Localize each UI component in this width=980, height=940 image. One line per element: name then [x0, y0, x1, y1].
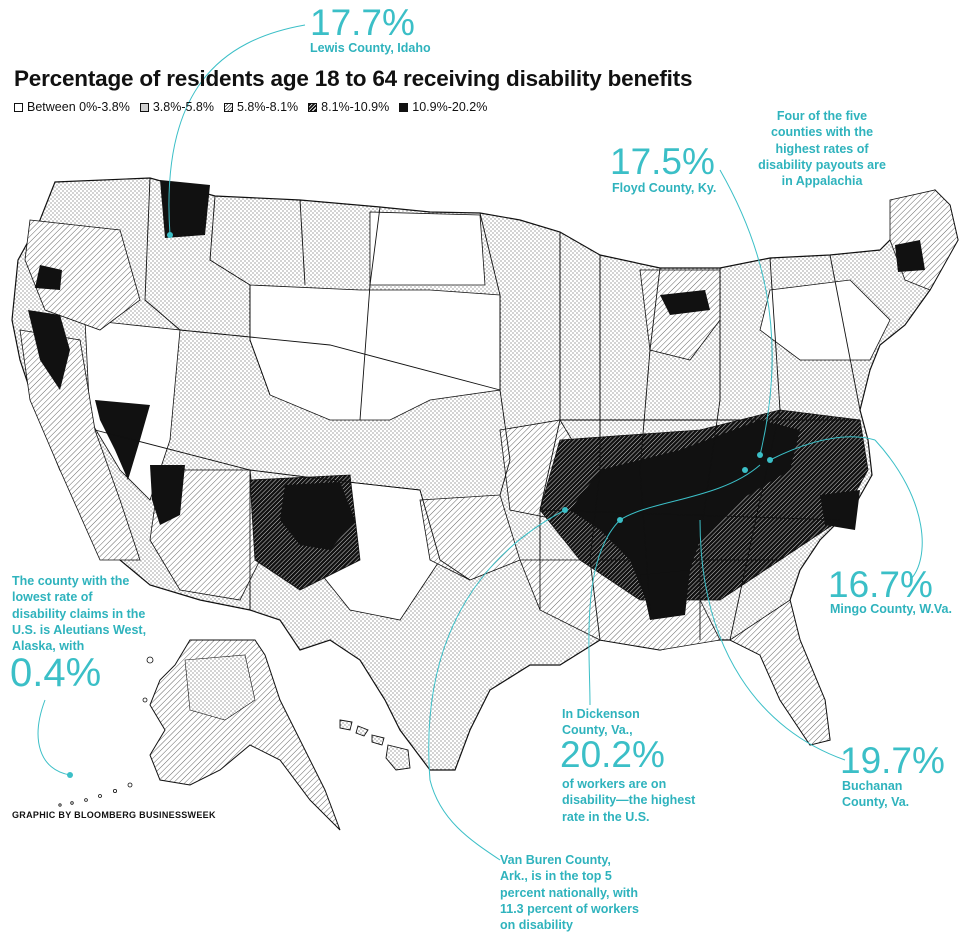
floyd-value: 17.5% — [610, 141, 715, 182]
region-wa-black — [35, 265, 62, 290]
aleutian-islands — [58, 656, 154, 807]
legend-label-4: 10.9%-20.2% — [412, 100, 488, 114]
aleutians-note: The county with the lowest rate of disab… — [12, 574, 147, 653]
region-nm-black — [280, 482, 355, 550]
region-azblack — [150, 465, 185, 525]
region-oklahoma-east — [419, 494, 521, 581]
appalachia-note: Four of the five counties with the highe… — [758, 109, 886, 188]
region-california — [19, 329, 141, 561]
legend-label-2: 5.8%-8.1% — [237, 100, 299, 114]
lewis-value: 17.7% — [310, 2, 415, 43]
map-title: Percentage of residents age 18 to 64 rec… — [14, 66, 693, 91]
dickenson-intro: In Dickenson County, Va., — [562, 707, 640, 738]
region-northeast-light — [759, 279, 891, 361]
graphic-credit: GRAPHIC BY BLOOMBERG BUSINESSWEEK — [12, 810, 216, 820]
region-sc-black — [820, 490, 860, 530]
legend-swatch-0 — [14, 102, 23, 112]
region-nevada-black — [95, 400, 150, 480]
alaska-interior — [184, 654, 256, 721]
legend-swatch-3 — [308, 102, 318, 112]
region-florida — [729, 599, 831, 746]
region-al-black — [640, 570, 690, 620]
legend-item-4: 10.9%-20.2% — [399, 100, 487, 114]
mingo-label: Mingo County, W.Va. — [830, 602, 952, 616]
leader-dots — [67, 232, 773, 778]
region-mi-black — [660, 290, 710, 315]
legend-item-2: 5.8%-8.1% — [224, 100, 298, 114]
region-dakotas — [369, 211, 486, 286]
legend-label-1: 3.8%-5.8% — [152, 100, 214, 114]
legend-label-0: Between 0%-3.8% — [27, 100, 130, 114]
legend-label-3: 8.1%-10.9% — [321, 100, 390, 114]
lewis-label: Lewis County, Idaho — [310, 41, 431, 55]
aleutians-value: 0.4% — [10, 651, 102, 695]
buchanan-label: Buchanan County, Va. — [842, 779, 910, 810]
dickenson-value: 20.2% — [560, 734, 665, 775]
legend-item-3: 8.1%-10.9% — [308, 100, 389, 114]
legend-item-0: Between 0%-3.8% — [14, 100, 130, 114]
legend-swatch-4 — [399, 102, 409, 112]
floyd-label: Floyd County, Ky. — [612, 181, 717, 195]
legend-swatch-2 — [224, 102, 233, 112]
dickenson-detail: of workers are on disability—the highest… — [562, 777, 696, 824]
mingo-value: 16.7% — [828, 564, 933, 605]
region-idaho-black — [160, 180, 210, 238]
hawaii — [339, 719, 411, 771]
region-oregon-black — [28, 310, 70, 390]
region-maine-black — [895, 240, 925, 272]
van-buren-note: Van Buren County, Ark., is in the top 5 … — [500, 853, 639, 932]
legend-item-1: 3.8%-5.8% — [139, 100, 214, 114]
state-boundaries — [94, 177, 861, 641]
buchanan-value: 19.7% — [840, 740, 945, 781]
region-pacific-nw — [24, 219, 141, 331]
legend: Between 0%-3.8% 3.8%-5.8% 5.8%-8.1% 8.1%… — [14, 100, 491, 114]
leader-lines — [37, 24, 923, 861]
legend-swatch-1 — [139, 102, 149, 112]
